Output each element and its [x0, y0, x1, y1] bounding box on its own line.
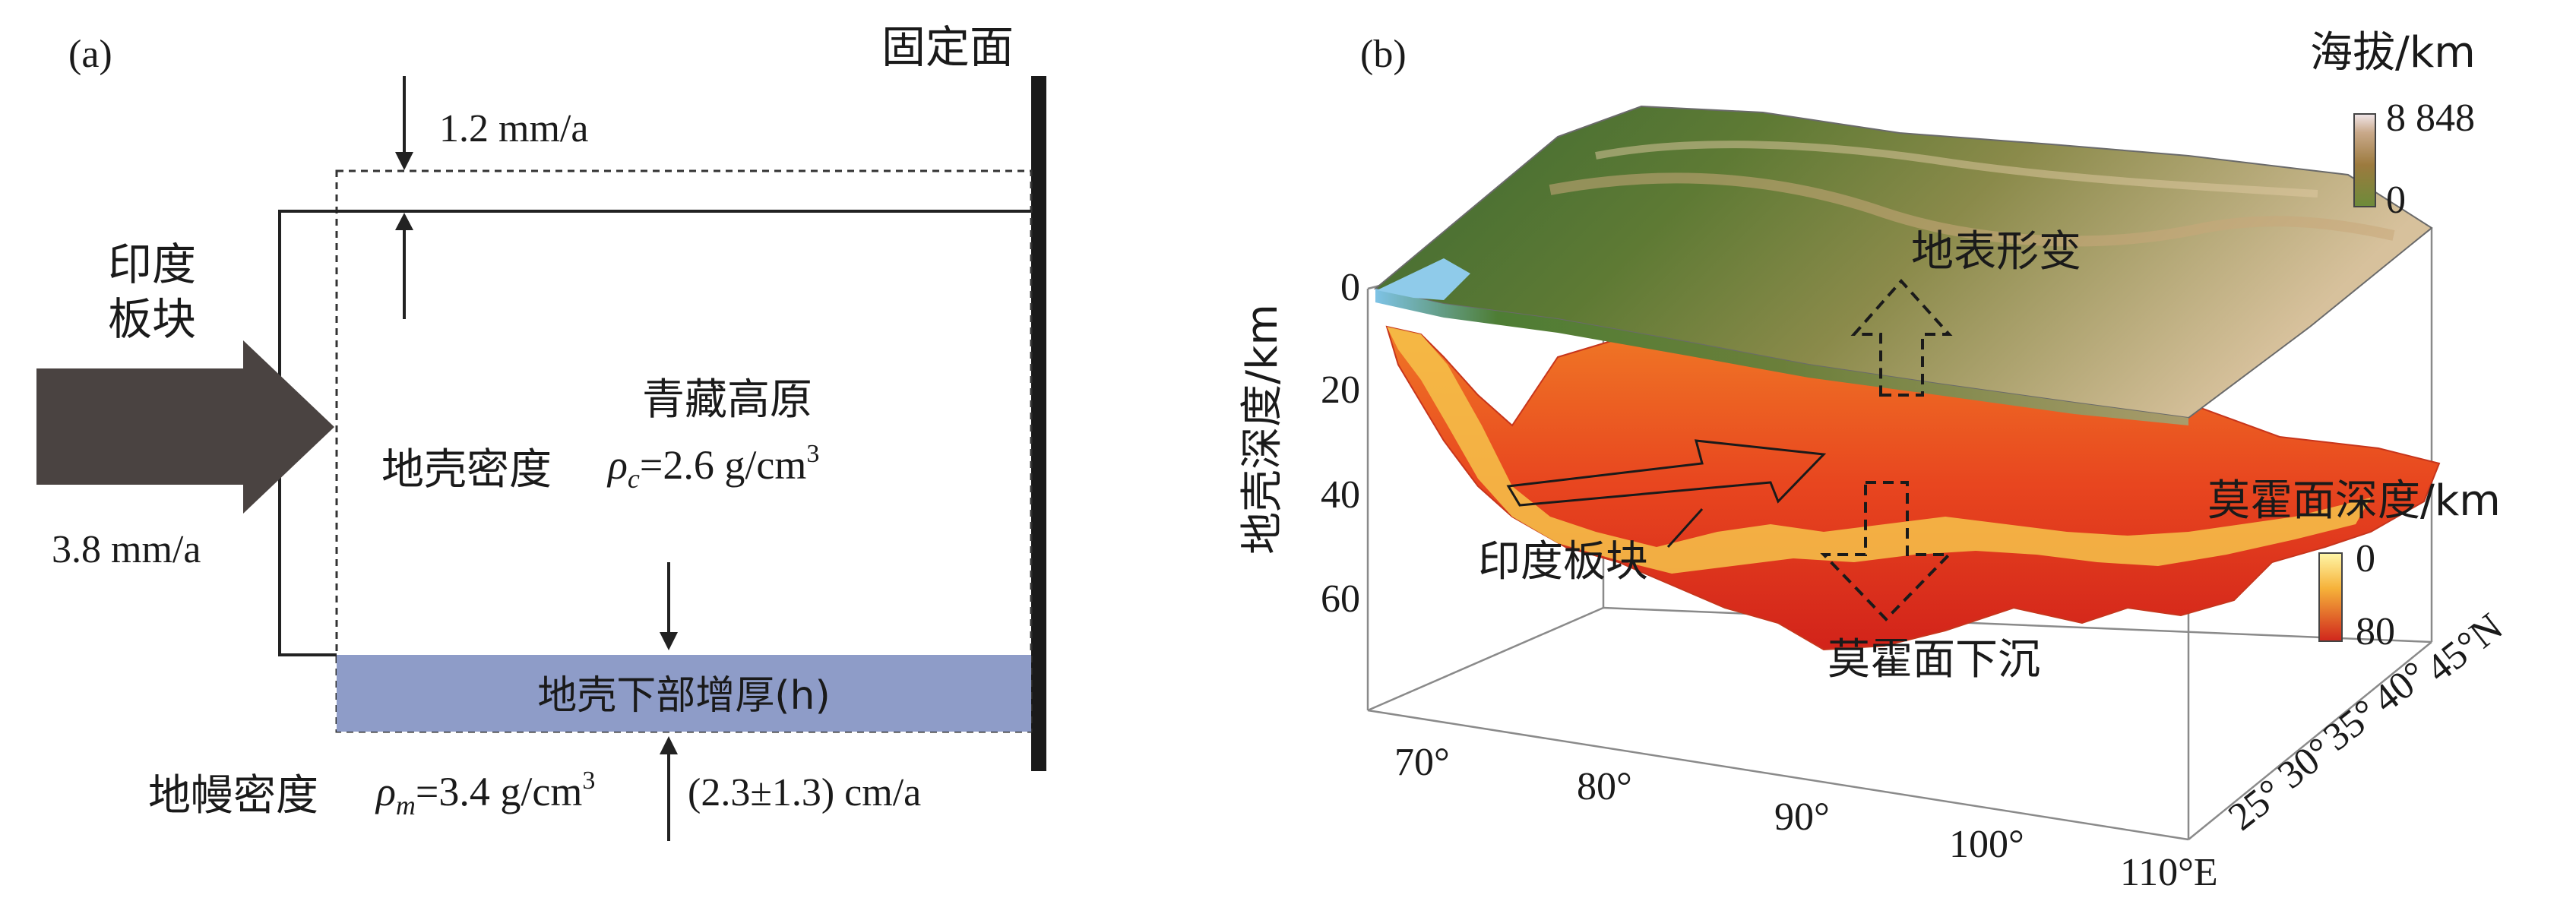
- depth-tick-60: 60: [1321, 577, 1360, 621]
- india-plate-3d-label: 印度板块: [1478, 537, 1648, 587]
- plateau-label: 青藏高原: [642, 375, 812, 425]
- india-plate-3d-arrow: [1506, 439, 1827, 507]
- top-rate-arrowhead-up: [395, 213, 413, 230]
- lon-tick-110: 110°E: [2120, 851, 2218, 894]
- top-rate-arrowhead-down: [395, 152, 413, 170]
- panel-a-label: (a): [68, 33, 112, 76]
- mantle-density-label: 地幔密度: [148, 771, 318, 821]
- lower-crust-label: 地壳下部增厚(h): [537, 673, 831, 719]
- mantle-density-value: =3.4 g/cm: [416, 769, 582, 814]
- moho-min: 0: [2356, 537, 2375, 580]
- terrain-water: [1377, 258, 1470, 300]
- plateau-dashed-box: [335, 169, 1033, 733]
- elevation-max: 8 848: [2386, 96, 2475, 140]
- panel-b-label: (b): [1360, 33, 1407, 76]
- depth-tick-40: 40: [1321, 473, 1360, 517]
- panel-a: (a) 固定面 地壳下部增厚(h) 1.2 mm/a 印度 板块 3.8 mm/…: [36, 21, 1046, 841]
- top-rate-label: 1.2 mm/a: [439, 107, 588, 150]
- push-rate-label: 3.8 mm/a: [52, 528, 201, 571]
- india-plate-pointer: [1666, 508, 1704, 549]
- elevation-title: 海拔/km: [2310, 28, 2476, 77]
- crust-density-exp: 3: [806, 440, 819, 468]
- crust-density-sub: c: [628, 463, 640, 494]
- terrain-front: [1375, 289, 2188, 425]
- lon-tick-80: 80°: [1577, 765, 1632, 808]
- terrain-ridge: [1549, 172, 2395, 247]
- y-axis-title: 地壳深度/km: [1238, 304, 1287, 555]
- crust-density-formula: ρc=2.6 g/cm3: [606, 440, 819, 494]
- depth-tick-labels: 0 20 40 60: [1321, 266, 1360, 621]
- depth-tick-20: 20: [1321, 368, 1360, 412]
- moho-max: 80: [2356, 610, 2395, 653]
- plateau-solid-outline: [278, 210, 1031, 656]
- depth-tick-0: 0: [1340, 266, 1360, 309]
- lower-crust-layer: [337, 655, 1031, 732]
- moho-subsidence-label: 莫霍面下沉: [1828, 635, 2040, 685]
- india-plate-label-line2: 板块: [108, 293, 196, 345]
- lon-tick-70: 70°: [1394, 741, 1450, 784]
- crust-density-value: =2.6 g/cm: [640, 442, 806, 488]
- lat-tick-25: 25°: [2220, 771, 2290, 840]
- surface-deformation-arrow: [1850, 278, 1953, 397]
- mantle-density-exp: 3: [582, 767, 595, 795]
- fixed-wall: [1031, 76, 1046, 771]
- surface-deformation-label: 地表形变: [1911, 227, 2081, 277]
- moho-subsidence-arrow: [1820, 481, 1953, 621]
- moho-rate-label: (2.3±1.3) cm/a: [688, 771, 921, 814]
- moho-depth-title: 莫霍面深度/km: [2207, 476, 2501, 526]
- moho-colorbar: [2318, 552, 2343, 642]
- terrain-ridge-2: [1595, 141, 2318, 198]
- mantle-density-formula: ρm=3.4 g/cm3: [375, 767, 595, 821]
- elevation-colorbar: [2353, 113, 2376, 207]
- mantle-density-sub: m: [396, 790, 416, 821]
- moho-arrowhead-up: [660, 736, 678, 754]
- lon-tick-100: 100°: [1949, 823, 2024, 866]
- longitude-tick-labels: 70° 80° 90° 100° 110°E: [1394, 741, 2218, 894]
- moho-arrowhead-down: [660, 632, 678, 650]
- elevation-min: 0: [2386, 179, 2406, 222]
- fixed-face-label: 固定面: [881, 21, 1014, 73]
- lon-tick-90: 90°: [1774, 795, 1830, 839]
- india-push-arrow: [36, 340, 334, 514]
- panel-b: (b) 地表形变 印度板块: [1238, 28, 2511, 894]
- mantle-density-symbol: ρ: [375, 769, 396, 814]
- crust-density-label: 地壳密度: [381, 445, 552, 495]
- india-plate-label-line1: 印度: [108, 239, 196, 290]
- crust-density-symbol: ρ: [606, 442, 628, 488]
